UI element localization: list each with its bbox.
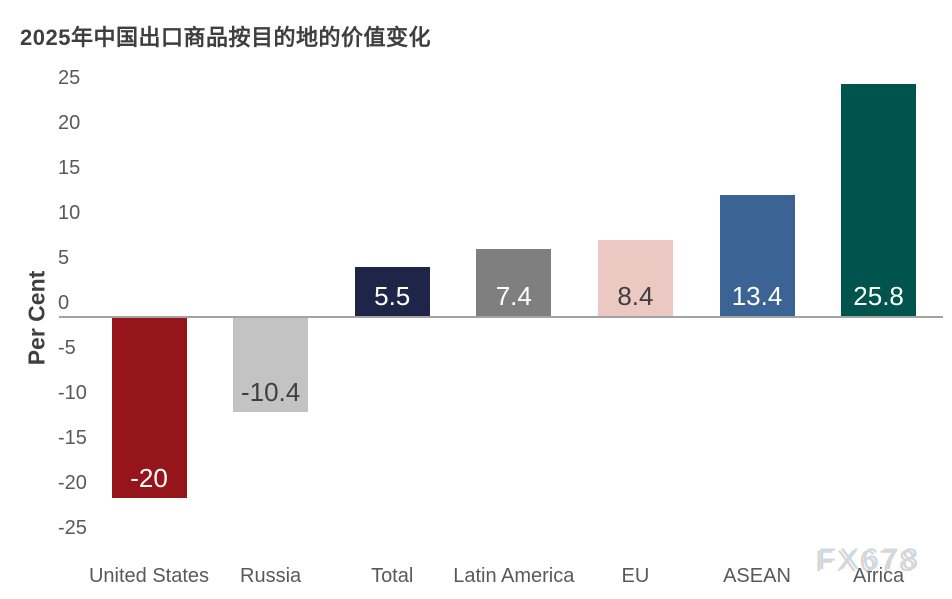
bar-africa: 25.8 bbox=[841, 83, 917, 316]
y-tick-label: -10 bbox=[58, 382, 87, 404]
x-category-label: United States bbox=[88, 565, 210, 587]
bar-value-label: -10.4 bbox=[240, 376, 301, 407]
y-tick-label: -25 bbox=[58, 517, 87, 539]
x-category-label: Russia bbox=[240, 565, 302, 587]
bar-value-label: 25.8 bbox=[853, 280, 904, 311]
bar-total: 5.5 bbox=[354, 266, 430, 316]
y-tick-label: 0 bbox=[58, 292, 70, 314]
bar-value-label: -20 bbox=[130, 463, 168, 493]
x-category-label: Total bbox=[371, 565, 414, 587]
bar-value-label: 8.4 bbox=[617, 280, 654, 311]
bar-russia: -10.4 bbox=[233, 318, 309, 412]
x-category-label: Africa bbox=[853, 565, 905, 587]
bar-united-states: -20 bbox=[111, 318, 187, 498]
x-category-label: ASEAN bbox=[723, 565, 791, 587]
y-tick-label: 25 bbox=[58, 67, 81, 89]
bar-value-label: 13.4 bbox=[731, 280, 783, 311]
y-tick-label: 15 bbox=[58, 157, 81, 179]
bar-asean: 13.4 bbox=[719, 195, 795, 316]
y-tick-label: 10 bbox=[58, 202, 81, 224]
y-tick-label: -15 bbox=[58, 427, 87, 449]
bar-value-label: 7.4 bbox=[495, 280, 532, 311]
y-tick-label: 20 bbox=[58, 112, 81, 134]
y-tick-label: 5 bbox=[58, 247, 70, 269]
chart-title: 2025年中国出口商品按目的地的价值变化 bbox=[20, 25, 431, 50]
x-category-label: EU bbox=[621, 565, 650, 587]
x-category-label: Latin America bbox=[453, 565, 575, 587]
zero-axis-line bbox=[59, 316, 943, 318]
y-tick-label: -5 bbox=[58, 337, 76, 359]
y-tick-label: -20 bbox=[58, 472, 87, 494]
bar-value-label: 5.5 bbox=[374, 281, 411, 311]
bar-eu: 8.4 bbox=[597, 240, 673, 316]
bar-latin-america: 7.4 bbox=[476, 249, 552, 316]
watermark: FX678 bbox=[818, 543, 922, 576]
